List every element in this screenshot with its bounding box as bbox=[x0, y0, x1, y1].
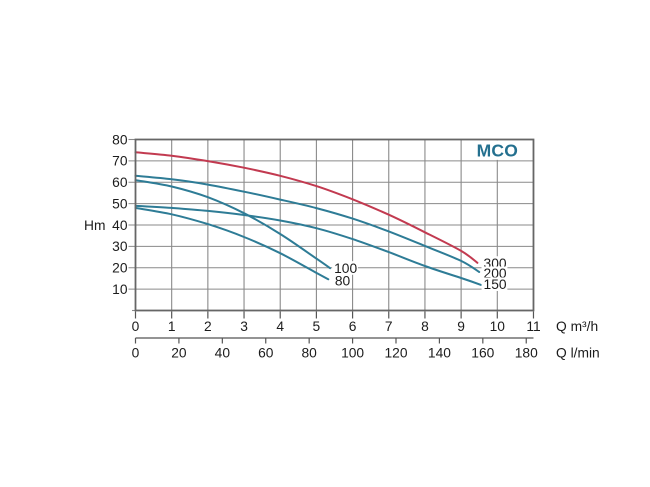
axis-labels: 80 70 60 50 40 30 20 10 Hm 0 1 2 3 4 5 6 7 8 9 10 11 Q m³/h 0 2… bbox=[84, 132, 600, 360]
curve-label-200: 200 bbox=[484, 266, 507, 281]
x-tick-label-3: 3 bbox=[240, 319, 248, 334]
lmin-tick-label-140: 140 bbox=[428, 345, 451, 360]
y-tick-label-80: 80 bbox=[112, 132, 128, 147]
curve-label-background-200 bbox=[481, 266, 508, 281]
curve-200 bbox=[134, 174, 481, 273]
lmin-tick-label-160: 160 bbox=[471, 345, 494, 360]
y-tick-label-20: 20 bbox=[112, 261, 128, 276]
x-tick-label-9: 9 bbox=[457, 319, 465, 334]
lmin-tick-label-120: 120 bbox=[384, 345, 407, 360]
x-axis-secondary-unit-label: Q l/min bbox=[556, 345, 600, 360]
chart-title: MCO bbox=[477, 140, 518, 160]
lmin-tick-label-40: 40 bbox=[215, 345, 231, 360]
curve-label-background-80 bbox=[332, 273, 352, 288]
plot-border bbox=[134, 138, 535, 312]
title-background bbox=[462, 140, 533, 160]
lmin-tick-label-20: 20 bbox=[171, 345, 187, 360]
curves bbox=[134, 151, 482, 286]
y-axis-unit-label: Hm bbox=[84, 218, 105, 233]
x-tick-label-6: 6 bbox=[349, 319, 357, 334]
lmin-tick-label-80: 80 bbox=[301, 345, 317, 360]
curve-300 bbox=[134, 151, 479, 264]
y-tick-label-50: 50 bbox=[112, 196, 128, 211]
curve-label-80: 80 bbox=[335, 273, 351, 288]
lmin-tick-label-100: 100 bbox=[341, 345, 364, 360]
y-tick-label-10: 10 bbox=[112, 282, 128, 297]
axis-ticks bbox=[134, 311, 535, 344]
y-tick-label-30: 30 bbox=[112, 239, 128, 254]
curve-label-background-150 bbox=[481, 277, 508, 292]
x-tick-label-4: 4 bbox=[276, 319, 284, 334]
curve-label-150: 150 bbox=[484, 277, 507, 292]
grid-lines bbox=[128, 138, 534, 312]
curve-80 bbox=[134, 206, 330, 281]
y-tick-label-40: 40 bbox=[112, 218, 128, 233]
curve-label-100: 100 bbox=[334, 261, 357, 276]
curve-150 bbox=[134, 204, 482, 286]
lmin-tick-label-0: 0 bbox=[132, 345, 140, 360]
x-tick-label-2: 2 bbox=[204, 319, 212, 334]
x-tick-label-5: 5 bbox=[313, 319, 321, 334]
curve-label-background-300 bbox=[481, 256, 508, 270]
x-tick-label-10: 10 bbox=[490, 319, 506, 334]
x-tick-label-0: 0 bbox=[132, 319, 140, 334]
x-tick-label-7: 7 bbox=[385, 319, 393, 334]
x-tick-label-1: 1 bbox=[168, 319, 176, 334]
y-tick-label-70: 70 bbox=[112, 154, 128, 169]
y-tick-label-60: 60 bbox=[112, 175, 128, 190]
curve-100 bbox=[134, 179, 332, 270]
x-tick-label-8: 8 bbox=[421, 319, 429, 334]
lmin-tick-label-60: 60 bbox=[258, 345, 274, 360]
x-tick-label-11: 11 bbox=[526, 319, 540, 334]
curve-label-background-100 bbox=[332, 261, 358, 275]
x-axis-primary-unit-label: Q m³/h bbox=[556, 319, 598, 334]
lmin-tick-label-180: 180 bbox=[515, 345, 538, 360]
